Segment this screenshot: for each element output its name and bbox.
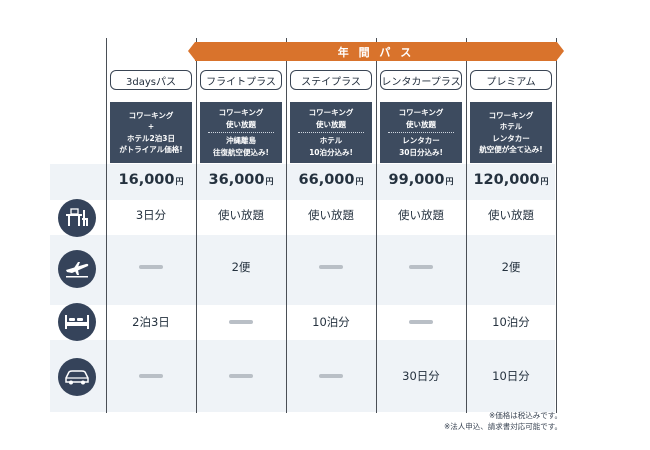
plan-description-flight: コワーキング 使い放題 沖縄離島 往復航空便込み!	[200, 102, 282, 163]
desc-line: がトライアル価格!	[119, 145, 183, 154]
not-included-dash	[229, 320, 253, 324]
not-included-dash	[409, 265, 433, 269]
column-divider	[196, 38, 197, 413]
price-value: 99,000	[388, 172, 445, 188]
bed-icon-glyph	[65, 315, 89, 329]
desc-line: 沖縄離島	[226, 136, 256, 145]
yen-unit: 円	[445, 177, 454, 186]
desc-line: 航空便が全て込み!	[479, 145, 543, 154]
price-value: 66,000	[298, 172, 355, 188]
cell-flight-premium: 2便	[501, 260, 521, 274]
yen-unit: 円	[355, 177, 364, 186]
row-stripe-car	[50, 340, 555, 412]
desc-line: レンタカー	[402, 136, 440, 145]
plan-description-stay: コワーキング 使い放題 ホテル 10泊分込み!	[290, 102, 372, 163]
cell-hotel-3days: 2泊3日	[132, 315, 170, 329]
not-included-dash	[229, 374, 253, 378]
desc-line: コワーキング	[398, 108, 444, 117]
not-included-dash	[319, 265, 343, 269]
car-icon-glyph	[65, 370, 89, 385]
desc-line: 使い放題	[406, 119, 436, 129]
yen-unit: 円	[175, 177, 184, 186]
row-stripe-flight	[50, 235, 555, 305]
desc-line: ホテル2泊3日	[127, 133, 175, 143]
footnote-tax: ※価格は税込みです。	[488, 411, 562, 420]
column-divider	[286, 38, 287, 413]
desk-icon	[58, 199, 96, 237]
price-value: 120,000	[473, 172, 540, 188]
desc-line: コワーキング	[308, 108, 354, 117]
desc-line: 使い放題	[316, 119, 346, 129]
price-value: 36,000	[208, 172, 265, 188]
desc-line: ホテル	[499, 122, 523, 131]
cell-car-premium: 10日分	[492, 369, 530, 383]
desc-line: レンタカー	[492, 133, 530, 143]
dotted-divider	[298, 132, 364, 133]
cell-desk-rental-car: 使い放題	[398, 208, 444, 222]
desc-line: 10泊分込み!	[309, 147, 353, 157]
not-included-dash	[139, 374, 163, 378]
dotted-divider	[208, 132, 274, 133]
yen-unit: 円	[540, 177, 549, 186]
cell-hotel-premium: 10泊分	[492, 315, 530, 329]
plan-name-premium: プレミアム	[470, 70, 552, 90]
column-divider	[106, 38, 107, 413]
not-included-dash	[409, 320, 433, 324]
cell-hotel-stay: 10泊分	[312, 315, 350, 329]
airplane-icon	[58, 250, 96, 288]
annual-pass-banner: 年 間 パ ス	[188, 42, 564, 61]
price-row-stripe	[50, 164, 555, 200]
not-included-dash	[319, 374, 343, 378]
price-value: 16,000	[118, 172, 175, 188]
column-divider	[556, 38, 557, 413]
cell-car-3days	[106, 366, 196, 386]
cell-flight-3days	[106, 257, 196, 277]
not-included-dash	[139, 265, 163, 269]
dotted-divider	[388, 132, 454, 133]
cell-flight-flight: 2便	[231, 260, 251, 274]
cell-desk-3days: 3日分	[135, 208, 167, 222]
plan-description-premium: コワーキング ホテル レンタカー 航空便が全て込み!	[470, 102, 552, 163]
cell-desk-premium: 使い放題	[488, 208, 534, 222]
price-premium: 120,000 円	[466, 172, 556, 192]
cell-flight-stay	[286, 257, 376, 277]
column-divider	[466, 38, 467, 413]
cell-desk-flight: 使い放題	[218, 208, 264, 222]
desc-line: 使い放題	[226, 119, 256, 129]
cell-flight-rental-car	[376, 257, 466, 277]
price-3days: 16,000 円	[106, 172, 196, 192]
desk-icon-glyph	[66, 208, 88, 226]
plan-name-rental-car: レンタカープラス	[380, 70, 462, 90]
plan-name-stay: ステイプラス	[290, 70, 372, 90]
desc-line: +	[147, 122, 155, 131]
cell-hotel-rental-car	[376, 312, 466, 332]
cell-car-stay	[286, 366, 376, 386]
cell-hotel-flight	[196, 312, 286, 332]
plan-description-3days: コワーキング + ホテル2泊3日 がトライアル価格!	[110, 102, 192, 163]
desc-line: コワーキング	[128, 110, 174, 120]
car-icon	[58, 358, 96, 396]
plan-name-3days: 3daysパス	[110, 70, 192, 90]
desc-line: 30日分込み!	[399, 147, 443, 157]
price-flight: 36,000 円	[196, 172, 286, 192]
column-divider	[376, 38, 377, 413]
price-rental-car: 99,000 円	[376, 172, 466, 192]
price-stay: 66,000 円	[286, 172, 376, 192]
cell-desk-stay: 使い放題	[308, 208, 354, 222]
plan-name-flight: フライトプラス	[200, 70, 282, 90]
yen-unit: 円	[265, 177, 274, 186]
cell-car-flight	[196, 366, 286, 386]
desc-line: コワーキング	[488, 110, 534, 120]
footnote-corporate: ※法人申込、請求書対応可能です。	[443, 422, 562, 431]
desc-line: ホテル	[319, 136, 343, 145]
airplane-icon-glyph	[66, 262, 89, 278]
plan-description-rental-car: コワーキング 使い放題 レンタカー 30日分込み!	[380, 102, 462, 163]
bed-icon	[58, 303, 96, 341]
cell-car-rental-car: 30日分	[402, 369, 440, 383]
desc-line: コワーキング	[218, 108, 264, 117]
desc-line: 往復航空便込み!	[213, 147, 269, 157]
